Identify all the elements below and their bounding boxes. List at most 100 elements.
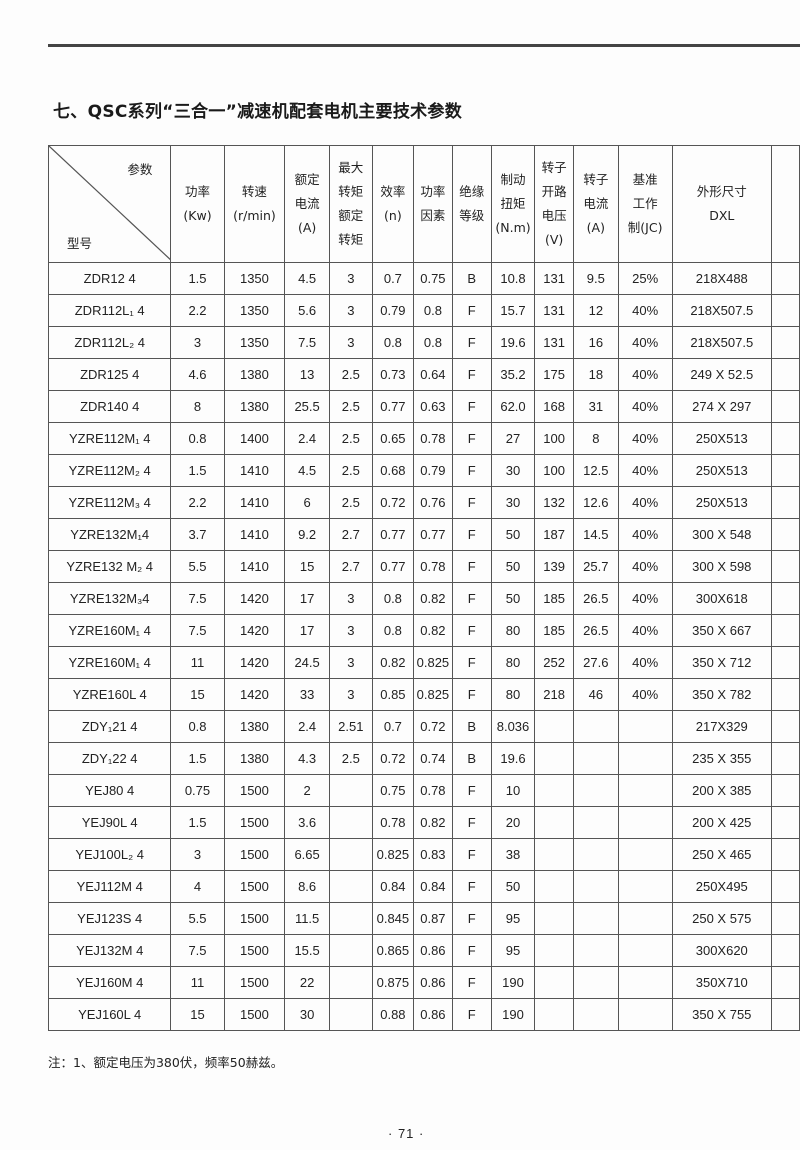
value-cell: 2.5 bbox=[328, 390, 373, 423]
value-cell: F bbox=[451, 326, 492, 359]
value-cell: 0.8 bbox=[170, 422, 225, 455]
value-cell: 11 bbox=[170, 646, 225, 679]
value-cell: 10.8 bbox=[490, 262, 536, 295]
value-cell: 0.8 bbox=[371, 614, 415, 647]
table-row: YEJ100L₂ 4 3 1500 6.65 0.825 0.83 F 38 250 X 465 bbox=[47, 838, 800, 871]
value-cell: 218 bbox=[534, 678, 575, 711]
value-cell: 26.5 bbox=[573, 614, 619, 647]
column-header-line: 转速 bbox=[241, 184, 267, 199]
model-cell: YZRE160M₁ 4 bbox=[47, 614, 172, 647]
model-cell: ZDR12 4 bbox=[47, 262, 172, 295]
value-cell: 26.5 bbox=[573, 582, 619, 615]
value-cell: 1380 bbox=[223, 390, 286, 423]
value-cell: F bbox=[451, 966, 492, 999]
value-cell: 1500 bbox=[223, 806, 286, 839]
value-cell: 0.65 bbox=[371, 422, 415, 455]
value-cell: 0.78 bbox=[413, 422, 453, 455]
column-header-line: 基准 bbox=[632, 172, 658, 187]
value-cell: 3 bbox=[328, 582, 373, 615]
column-header-line: 转矩 bbox=[338, 184, 364, 199]
value-cell: 100 bbox=[534, 454, 575, 487]
value-cell: 3.7 bbox=[170, 518, 225, 551]
cropped-cell bbox=[770, 390, 800, 423]
value-cell: 40% bbox=[617, 422, 673, 455]
value-cell bbox=[534, 966, 575, 999]
value-cell: 0.78 bbox=[371, 806, 415, 839]
value-cell: 50 bbox=[490, 518, 536, 551]
value-cell: 5.5 bbox=[170, 550, 225, 583]
value-cell: 0.72 bbox=[413, 710, 453, 743]
value-cell bbox=[617, 710, 673, 743]
value-cell: 18 bbox=[573, 358, 619, 391]
value-cell: 4.6 bbox=[170, 358, 225, 391]
value-cell: F bbox=[451, 806, 492, 839]
value-cell: 1420 bbox=[223, 678, 286, 711]
table-row: YZRE112M₃ 4 2.2 1410 6 2.5 0.72 0.76 F 30 132 12.6… bbox=[47, 486, 800, 519]
cropped-cell bbox=[770, 710, 800, 743]
value-cell: 0.73 bbox=[371, 358, 415, 391]
model-cell: YEJ123S 4 bbox=[47, 902, 172, 935]
model-cell: YEJ100L₂ 4 bbox=[47, 838, 172, 871]
value-cell: 2.4 bbox=[284, 422, 330, 455]
column-header-line: 工作 bbox=[632, 196, 658, 211]
value-cell: 8.6 bbox=[284, 870, 330, 903]
table-row: YZRE112M₁ 4 0.8 1400 2.4 2.5 0.65 0.78 F 27 100 8 4… bbox=[47, 422, 800, 455]
value-cell: 11.5 bbox=[284, 902, 330, 935]
value-cell: 190 bbox=[490, 998, 536, 1031]
cropped-cell bbox=[770, 806, 800, 839]
value-cell: 0.825 bbox=[371, 838, 415, 871]
column-header-line: 因素 bbox=[420, 208, 446, 223]
value-cell: 1500 bbox=[223, 774, 286, 807]
value-cell: 30 bbox=[284, 998, 330, 1031]
value-cell: 2.5 bbox=[328, 422, 373, 455]
cropped-cell bbox=[770, 326, 800, 359]
value-cell: 50 bbox=[490, 870, 536, 903]
value-cell: 8 bbox=[170, 390, 225, 423]
value-cell: 0.8 bbox=[371, 326, 415, 359]
table-row: YZRE160L 4 15 1420 33 3 0.85 0.825 F 80 218 46 40% 3… bbox=[47, 678, 800, 711]
value-cell: 95 bbox=[490, 934, 536, 967]
value-cell bbox=[328, 870, 373, 903]
value-cell: 0.75 bbox=[170, 774, 225, 807]
value-cell bbox=[573, 710, 619, 743]
value-cell: F bbox=[451, 998, 492, 1031]
value-cell: 1350 bbox=[223, 326, 286, 359]
value-cell: 27 bbox=[490, 422, 536, 455]
value-cell: 217X329 bbox=[671, 710, 772, 743]
column-header: 效率 (n) bbox=[371, 145, 415, 263]
value-cell: 30 bbox=[490, 454, 536, 487]
value-cell: B bbox=[451, 262, 492, 295]
diagonal-line bbox=[49, 146, 170, 260]
value-cell bbox=[617, 774, 673, 807]
value-cell: 2.5 bbox=[328, 486, 373, 519]
table-row: YZRE112M₂ 4 1.5 1410 4.5 2.5 0.68 0.79 F 30 100 12… bbox=[47, 454, 800, 487]
value-cell: 252 bbox=[534, 646, 575, 679]
value-cell: 5.5 bbox=[170, 902, 225, 935]
value-cell: 40% bbox=[617, 486, 673, 519]
value-cell: 3 bbox=[328, 646, 373, 679]
value-cell bbox=[617, 806, 673, 839]
value-cell: 0.86 bbox=[413, 966, 453, 999]
value-cell: 1500 bbox=[223, 870, 286, 903]
column-header-line: 效率 bbox=[380, 184, 406, 199]
value-cell: 1.5 bbox=[170, 806, 225, 839]
value-cell: 300 X 548 bbox=[671, 518, 772, 551]
header-row: 参数 型号 功率 (Kw) 转速 (r/min) 额定 电流 (A) 最大 转矩 额定 转矩 效率 (n… bbox=[47, 145, 800, 263]
table-row: ZDR140 4 8 1380 25.5 2.5 0.77 0.63 F 62.0 168 31 40… bbox=[47, 390, 800, 423]
value-cell: 0.86 bbox=[413, 934, 453, 967]
value-cell bbox=[534, 998, 575, 1031]
value-cell: F bbox=[451, 454, 492, 487]
cropped-cell bbox=[770, 614, 800, 647]
value-cell: 350X710 bbox=[671, 966, 772, 999]
column-header-line: 电流 bbox=[583, 196, 609, 211]
value-cell: 0.78 bbox=[413, 550, 453, 583]
cropped-cell bbox=[770, 294, 800, 327]
value-cell: 1420 bbox=[223, 646, 286, 679]
value-cell: 0.82 bbox=[413, 614, 453, 647]
value-cell: 250 X 465 bbox=[671, 838, 772, 871]
value-cell: 300X620 bbox=[671, 934, 772, 967]
value-cell: 6 bbox=[284, 486, 330, 519]
value-cell bbox=[328, 774, 373, 807]
value-cell: 2.5 bbox=[328, 358, 373, 391]
model-cell: ZDR140 4 bbox=[47, 390, 172, 423]
